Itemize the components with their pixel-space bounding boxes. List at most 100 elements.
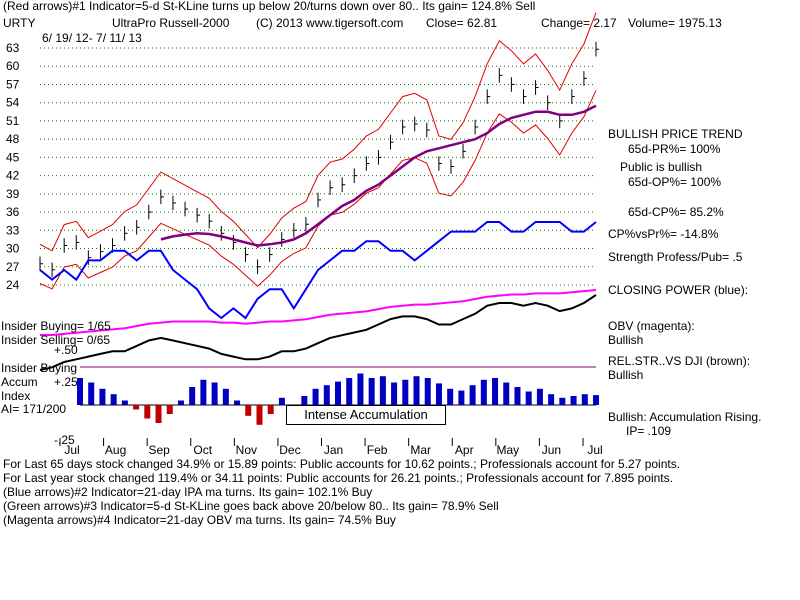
pr-label: 65d-PR%= 100% (628, 142, 721, 156)
accum-rising-label: Bullish: Accumulation Rising. (608, 410, 762, 424)
footer-year: For Last year stock changed 119.4% or 34… (3, 471, 673, 485)
accum-positive-bar (480, 379, 487, 405)
obv-line (40, 289, 597, 336)
intense-accumulation-annotation: Intense Accumulation (286, 405, 446, 425)
accum-positive-bar (503, 382, 510, 405)
accum-positive-bar (458, 390, 465, 405)
accum-negative-bar (144, 405, 151, 419)
op-label: 65d-OP%= 100% (628, 175, 722, 189)
accum-positive-bar (77, 378, 83, 405)
footer-green-arrows: (Green arrows)#3 Indicator=5-d St-KLine … (3, 499, 499, 513)
obv-label: OBV (magenta): (608, 319, 695, 333)
security-name: UltraPro Russell-2000 (112, 16, 230, 30)
accum-positive-bar (492, 378, 499, 405)
x-tick-label: May (496, 443, 519, 457)
lower-band-line (39, 90, 597, 290)
x-tick-label: Nov (236, 443, 257, 457)
x-tick-label: Oct (193, 443, 212, 457)
accum-negative-bar (256, 405, 263, 425)
accum-negative-bar (245, 405, 252, 416)
x-tick-label: Jul (64, 443, 79, 457)
accum-negative-bar (267, 405, 274, 414)
relstr-label: REL.STR..VS DJI (brown): (608, 354, 751, 368)
accum-positive-bar (99, 388, 106, 405)
accum-positive-bar (525, 391, 532, 405)
ip-label: IP= .109 (626, 424, 672, 438)
y-tick-label: 45 (6, 150, 20, 164)
y-tick-label: 60 (6, 59, 20, 73)
accum-positive-bar (536, 388, 543, 405)
accum-positive-bar (391, 382, 398, 405)
accum-negative-bar (155, 405, 162, 423)
accum-positive-bar (379, 376, 386, 405)
accum-positive-bar (559, 397, 566, 405)
cp-label: 65d-CP%= 85.2% (628, 205, 724, 219)
x-tick-label: Feb (367, 443, 388, 457)
accum-positive-bar (234, 400, 241, 405)
y-tick-label: 33 (6, 223, 20, 237)
accum-positive-bar (323, 385, 330, 405)
accum-positive-bar (222, 388, 229, 405)
insider-buying-count: Insider Buying= 1/65 (1, 319, 111, 333)
copyright: (C) 2013 www.tigersoft.com (256, 16, 404, 30)
accum-positive-bar (424, 378, 431, 405)
accum-positive-bar (570, 396, 577, 405)
index-label: Index (1, 389, 31, 403)
x-tick-label: Sep (148, 443, 170, 457)
closing-power-label: CLOSING POWER (blue): (608, 283, 749, 297)
accum-positive-bar (447, 388, 454, 405)
x-tick-label: Apr (455, 443, 474, 457)
relstr-line (39, 294, 597, 371)
accum-positive-bar (413, 376, 420, 405)
public-bullish-label: Public is bullish (620, 160, 703, 174)
accum-positive-bar (514, 387, 521, 405)
minus25-label: -.25 (54, 433, 75, 447)
y-tick-label: 63 (6, 41, 20, 55)
accum-negative-bar (133, 405, 140, 410)
bullish-trend-label: BULLISH PRICE TREND (608, 127, 743, 141)
x-tick-label: Jul (587, 443, 602, 457)
accum-positive-bar (581, 394, 588, 405)
accum-positive-bar (278, 397, 285, 405)
date-range: 6/ 19/ 12- 7/ 11/ 13 (42, 31, 142, 45)
accum-positive-bar (402, 379, 409, 405)
accum-positive-bar (88, 382, 95, 405)
moving-average-line (160, 104, 597, 247)
y-tick-label: 51 (6, 114, 20, 128)
y-tick-label: 30 (6, 242, 20, 256)
plus50-label: +.50 (54, 343, 78, 357)
x-tick-label: Jun (542, 443, 561, 457)
accum-positive-bar (177, 400, 184, 405)
obv-status: Bullish (608, 333, 644, 347)
y-tick-label: 57 (6, 77, 20, 91)
y-tick-label: 42 (6, 169, 20, 183)
strength-label: Strength Profess/Pub= .5 (608, 250, 743, 264)
upper-band-line (39, 12, 597, 252)
accum-positive-bar (548, 394, 555, 405)
y-tick-label: 24 (6, 278, 20, 292)
footer-blue-arrows: (Blue arrows)#2 Indicator=21-day IPA ma … (3, 485, 373, 499)
accum-positive-bar (189, 387, 196, 405)
y-tick-label: 54 (6, 96, 20, 110)
accum-positive-bar (368, 378, 375, 405)
accum-positive-bar (346, 378, 353, 405)
accum-positive-bar (301, 396, 308, 405)
x-tick-label: Mar (410, 443, 431, 457)
closing-power-line (39, 221, 597, 320)
y-tick-label: 27 (6, 260, 20, 274)
accum-positive-bar (200, 379, 207, 405)
x-tick-label: Aug (105, 443, 126, 457)
cpvspr-label: CP%vsPr%= -14.8% (608, 227, 719, 241)
accum-label: Accum (1, 375, 38, 389)
accum-positive-bar (593, 395, 599, 405)
y-tick-label: 36 (6, 205, 20, 219)
ai-label: AI= 171/200 (1, 402, 67, 416)
insider-buying-label: Insider Buying (1, 361, 78, 375)
accum-positive-bar (121, 400, 128, 405)
accum-positive-bar (312, 388, 319, 405)
insider-selling-count: Insider Selling= 0/65 (1, 333, 111, 347)
x-tick-label: Dec (279, 443, 300, 457)
ticker-symbol: URTY (3, 16, 36, 30)
y-tick-label: 39 (6, 187, 20, 201)
